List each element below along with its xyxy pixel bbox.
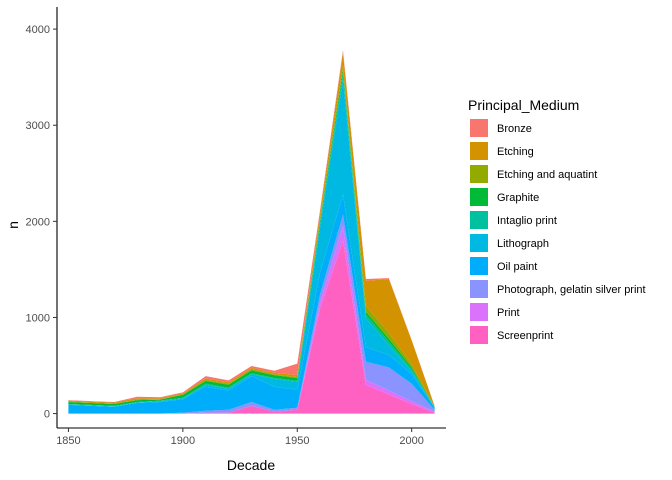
area-photograph-gelatin-silver-print bbox=[68, 214, 435, 414]
stacked-areas bbox=[68, 50, 435, 414]
y-tick-label: 4000 bbox=[26, 24, 50, 36]
y-tick-label: 2000 bbox=[26, 216, 50, 228]
x-tick-label: 2000 bbox=[399, 435, 423, 447]
area-print bbox=[68, 226, 435, 414]
axes: 1850 1900 1950 2000 0 1000 2000 3000 4000 bbox=[26, 7, 446, 447]
legend-label-screenprint: Screenprint bbox=[497, 330, 553, 342]
legend-key-screenprint bbox=[470, 326, 488, 344]
y-axis-ticks: 0 1000 2000 3000 4000 bbox=[26, 24, 57, 421]
y-tick-label: 0 bbox=[44, 409, 50, 421]
x-tick-label: 1900 bbox=[171, 435, 195, 447]
legend-key-print bbox=[470, 303, 488, 321]
legend: Principal_Medium Bronze Etching Etching an… bbox=[468, 97, 646, 344]
x-tick-label: 1950 bbox=[285, 435, 309, 447]
y-tick-label: 1000 bbox=[26, 312, 50, 324]
legend-label-graphite: Graphite bbox=[497, 192, 539, 204]
y-axis-title: n bbox=[5, 221, 21, 229]
legend-key-intaglio-print bbox=[470, 211, 488, 229]
area-lithograph bbox=[68, 79, 435, 408]
x-tick-label: 1850 bbox=[56, 435, 80, 447]
y-tick-label: 3000 bbox=[26, 120, 50, 132]
legend-title: Principal_Medium bbox=[468, 97, 579, 113]
legend-label-etching: Etching bbox=[497, 146, 534, 158]
legend-key-graphite bbox=[470, 188, 488, 206]
legend-label-lithograph: Lithograph bbox=[497, 238, 549, 250]
area-screenprint bbox=[68, 240, 435, 414]
legend-key-oil-paint bbox=[470, 257, 488, 275]
x-axis-ticks: 1850 1900 1950 2000 bbox=[56, 428, 424, 447]
legend-label-oil-paint: Oil paint bbox=[497, 261, 537, 273]
legend-label-bronze: Bronze bbox=[497, 123, 532, 135]
legend-key-etching-and-aquatint bbox=[470, 165, 488, 183]
legend-label-photograph-gelatin-silver-print: Photograph, gelatin silver print bbox=[497, 284, 646, 296]
legend-key-etching bbox=[470, 142, 488, 160]
legend-label-intaglio-print: Intaglio print bbox=[497, 215, 557, 227]
legend-label-print: Print bbox=[497, 307, 520, 319]
x-axis-title: Decade bbox=[227, 457, 275, 473]
legend-items: Bronze Etching Etching and aquatint Graphit… bbox=[470, 119, 646, 344]
legend-key-photograph-gelatin-silver-print bbox=[470, 280, 488, 298]
legend-label-etching-and-aquatint: Etching and aquatint bbox=[497, 169, 597, 181]
legend-key-lithograph bbox=[470, 234, 488, 252]
legend-key-bronze bbox=[470, 119, 488, 137]
